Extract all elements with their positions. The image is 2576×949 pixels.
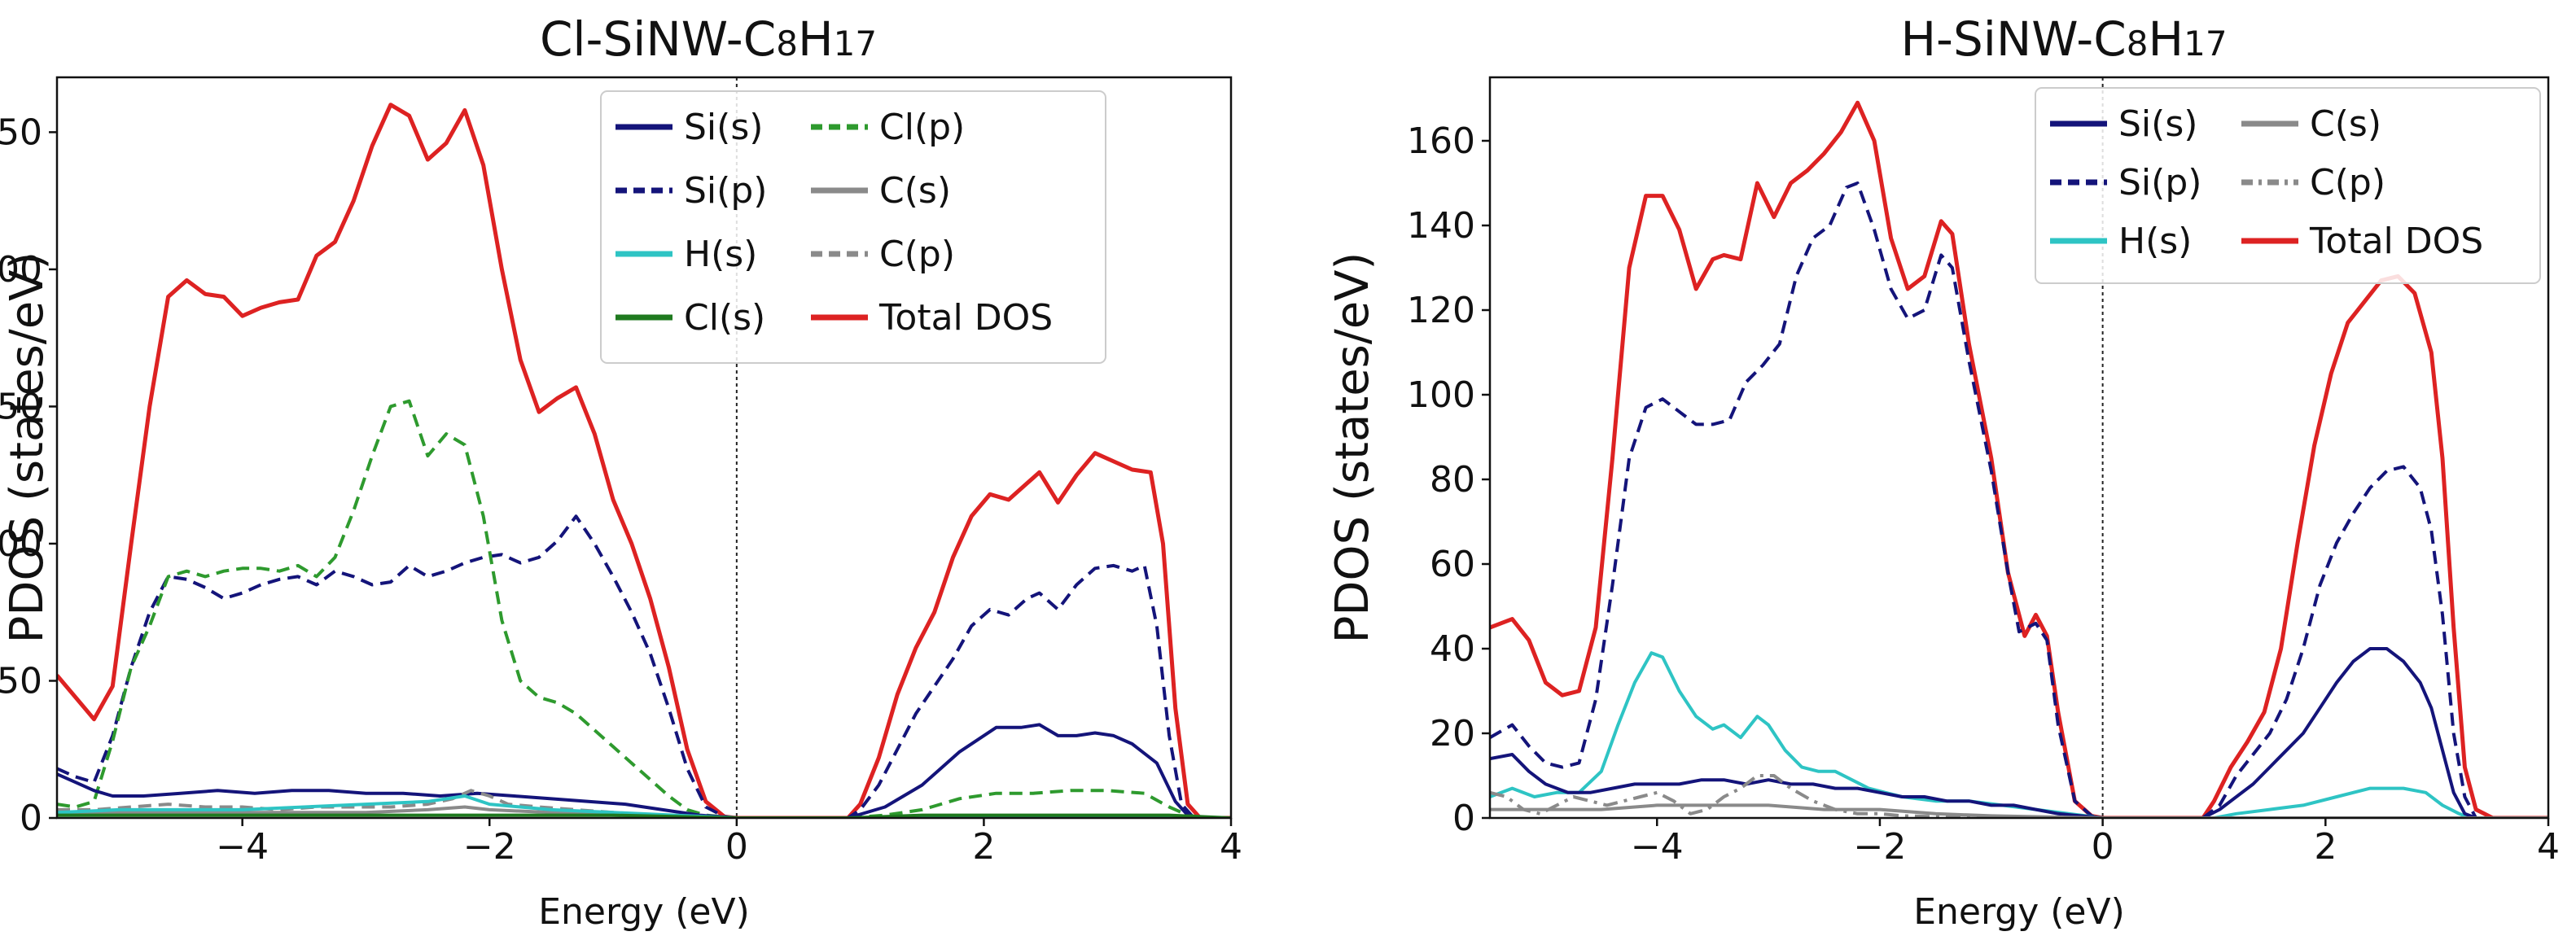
chart-title: Cl-SiNW-C8H17 <box>540 11 877 67</box>
y-tick-label: 50 <box>0 660 42 702</box>
y-tick-label: 100 <box>0 523 42 565</box>
x-tick-label: 2 <box>2314 826 2337 868</box>
title-segment: Cl-SiNW-C <box>540 11 776 67</box>
x-tick-label: 0 <box>725 826 748 868</box>
y-tick-label: 40 <box>1430 628 1475 670</box>
y-tick-label: 0 <box>1452 798 1475 839</box>
legend-label-si-s: Si(s) <box>684 107 763 148</box>
y-tick-label: 60 <box>1430 544 1475 585</box>
legend: Si(s) Si(p) H(s) Cl(s) Cl(p) C(s) C(p) Total DO… <box>600 90 1106 364</box>
legend-box <box>600 90 1106 364</box>
title-subscript: 8 <box>2127 24 2149 63</box>
series-line-h-s <box>1490 651 2548 818</box>
legend-label-c-p: C(p) <box>2310 162 2385 203</box>
series-line-c-s <box>1490 803 2548 818</box>
y-tick-label: 80 <box>1430 459 1475 501</box>
y-tick-label: 250 <box>0 112 42 153</box>
legend-label-cl-p: Cl(p) <box>879 107 965 148</box>
title-segment: H-SiNW-C <box>1900 11 2126 67</box>
y-tick-label: 200 <box>0 249 42 291</box>
legend-label-c-s: C(s) <box>2310 103 2381 145</box>
series-line-cl-p <box>57 399 1231 818</box>
legend-label-h-s: H(s) <box>2118 221 2192 262</box>
y-tick-label: 0 <box>20 798 42 839</box>
y-tick-label: 120 <box>1407 290 1475 331</box>
x-axis-label: Energy (eV) <box>1913 891 2125 933</box>
title-segment: H <box>2148 11 2184 67</box>
x-tick-label: −2 <box>1854 826 1907 868</box>
x-tick-label: −2 <box>463 826 516 868</box>
y-tick-label: 20 <box>1430 713 1475 754</box>
title-subscript: 8 <box>776 24 798 63</box>
plot-frame <box>1488 76 2550 820</box>
y-tick-label: 150 <box>0 386 42 427</box>
legend-label-cl-s: Cl(s) <box>684 297 765 339</box>
legend-label-si-p: Si(p) <box>2118 162 2201 203</box>
chart-panel-2: H-SiNW-C8H17−4 −2 0 2 4020406080100120140160… <box>1326 11 2560 933</box>
series-line-cl-s <box>57 813 1231 818</box>
x-tick-label: 2 <box>972 826 995 868</box>
y-tick-label: 140 <box>1407 205 1475 247</box>
legend-label-h-s: H(s) <box>684 234 757 275</box>
y-axis-label: PDOS (states/eV) <box>1326 252 1379 644</box>
title-subscript: 17 <box>834 24 877 63</box>
x-tick-label: 4 <box>2537 826 2560 868</box>
series-line-si-s <box>1490 647 2548 818</box>
x-tick-label: −4 <box>1631 826 1684 868</box>
series-line-total-dos <box>57 103 1231 818</box>
legend-label-c-s: C(s) <box>879 170 951 212</box>
title-segment: H <box>798 11 834 67</box>
chart-panel-1: Cl-SiNW-C8H17 −4 −2 0 2 4 0 50 100 150 200 250 Energ… <box>0 11 1242 933</box>
legend-box <box>2035 87 2541 284</box>
legend-label-total-dos: Total DOS <box>878 297 1053 339</box>
y-axis-label: PDOS (states/eV) <box>1 252 54 644</box>
x-tick-label: 0 <box>2092 826 2114 868</box>
title-subscript: 17 <box>2184 24 2227 63</box>
y-tick-label: 100 <box>1407 374 1475 416</box>
x-tick-label: 4 <box>1220 826 1242 868</box>
series-line-si-s <box>57 723 1231 818</box>
legend: Si(s) Si(p) H(s) C(s) C(p) Total DOS <box>2035 87 2541 284</box>
y-tick-label: 160 <box>1407 120 1475 162</box>
x-axis-label: Energy (eV) <box>538 891 750 933</box>
legend-label-total-dos: Total DOS <box>2309 221 2483 262</box>
legend-label-si-p: Si(p) <box>684 170 767 212</box>
x-tick-label: −4 <box>216 826 269 868</box>
series-line-c-p <box>1490 774 2548 818</box>
series-line-si-p <box>1490 181 2548 818</box>
plot-frame <box>55 76 1233 820</box>
chart-title: H-SiNW-C8H17 <box>1900 11 2227 67</box>
series-group <box>57 103 1231 818</box>
series-line-total-dos <box>1490 100 2548 818</box>
legend-label-c-p: C(p) <box>879 234 955 275</box>
legend-label-si-s: Si(s) <box>2118 103 2197 145</box>
series-group <box>1490 100 2548 818</box>
